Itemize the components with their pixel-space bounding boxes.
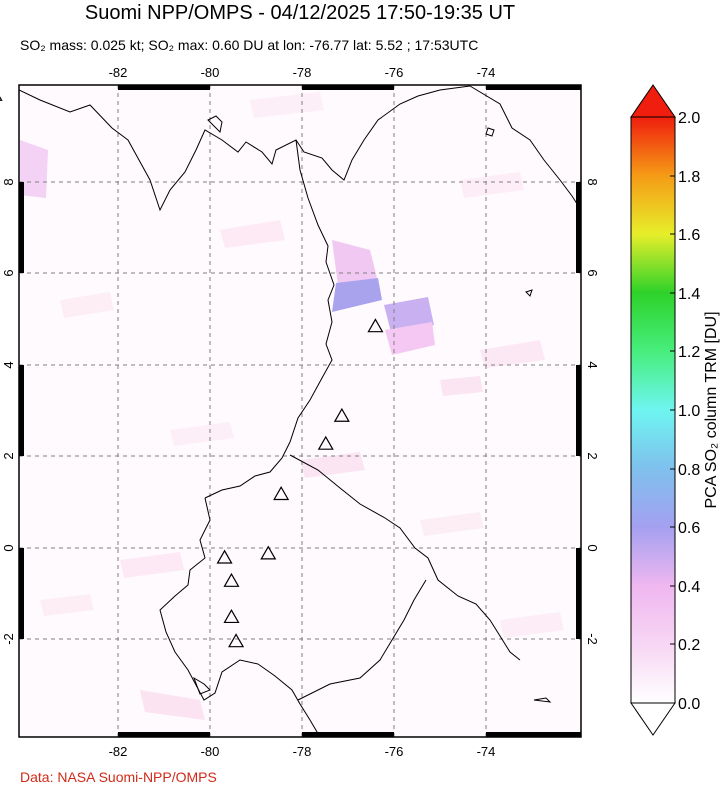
colorbar-min-arrow — [630, 702, 676, 736]
colorbar-tick: 0.6 — [678, 520, 700, 537]
colorbar-tick: 1.4 — [678, 286, 700, 303]
lat-tick-left: 2 — [1, 452, 16, 459]
volcano-marker — [317, 435, 334, 450]
colorbar-tick: 1.8 — [678, 169, 700, 186]
colorbar-tick: 2.0 — [678, 110, 700, 127]
lon-tick-bottom: -76 — [385, 744, 404, 759]
map-border-bars — [19, 85, 581, 737]
volcano-marker — [260, 545, 277, 560]
volcano-marker — [0, 96, 3, 101]
lon-tick-top: -82 — [109, 65, 128, 80]
lon-tick-top: -76 — [385, 65, 404, 80]
colorbar-tick: 1.6 — [678, 227, 700, 244]
map-subtitle: SO₂ mass: 0.025 kt; SO₂ max: 0.60 DU at … — [20, 37, 479, 53]
colorbar-tick: 1.2 — [678, 344, 700, 361]
volcano-marker — [223, 572, 240, 587]
so2-pixels — [20, 92, 564, 720]
grid-lines — [19, 85, 581, 737]
lon-tick-top: -74 — [477, 65, 496, 80]
lon-tick-bottom: -80 — [201, 744, 220, 759]
colorbar-scale — [630, 116, 676, 704]
volcano-marker — [223, 608, 240, 624]
lon-tick-bottom: -82 — [109, 744, 128, 759]
lon-tick-bottom: -78 — [293, 744, 312, 759]
volcano-marker — [228, 633, 245, 648]
colorbar-max-arrow — [630, 84, 676, 118]
colorbar-label: PCA SO₂ column TRM [DU] — [703, 311, 720, 508]
lat-tick-left: 0 — [1, 544, 16, 551]
colorbar-tick: 0.2 — [678, 637, 700, 654]
lon-tick-top: -78 — [293, 65, 312, 80]
volcano-markers — [0, 96, 384, 648]
lat-tick-left: 4 — [1, 361, 16, 368]
volcano-marker — [333, 407, 350, 422]
colorbar-tick: 0.8 — [678, 462, 700, 479]
lat-tick-right: 6 — [585, 269, 600, 276]
lat-tick-right: 8 — [585, 178, 600, 185]
lat-tick-left: -2 — [1, 633, 16, 645]
coastlines — [19, 85, 581, 737]
data-credit: Data: NASA Suomi-NPP/OMPS — [20, 769, 217, 785]
colorbar-tick: 0.0 — [678, 696, 700, 713]
lat-tick-right: 4 — [585, 361, 600, 368]
volcano-marker — [216, 549, 233, 564]
lon-tick-bottom: -74 — [477, 744, 496, 759]
lat-tick-left: 6 — [1, 269, 16, 276]
lat-tick-right: 2 — [585, 452, 600, 459]
lat-tick-right: 0 — [585, 544, 600, 551]
colorbar: 2.0 1.8 1.6 1.4 1.2 1.0 0.8 0.6 0.4 0.2 … — [630, 84, 720, 736]
colorbar-tick: 0.4 — [678, 579, 700, 596]
colorbar-tick: 1.0 — [678, 403, 700, 420]
volcano-marker — [273, 486, 290, 501]
volcano-marker — [367, 318, 384, 333]
lon-tick-top: -80 — [201, 65, 220, 80]
map-title: Suomi NPP/OMPS - 04/12/2025 17:50-19:35 … — [84, 2, 516, 24]
lat-tick-right: -2 — [585, 633, 600, 645]
lat-tick-left: 8 — [1, 178, 16, 185]
